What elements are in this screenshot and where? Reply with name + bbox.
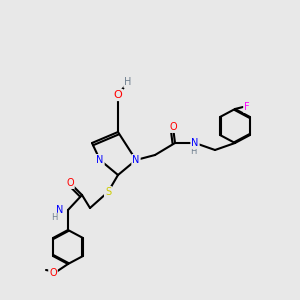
Text: N: N [56,205,64,215]
Text: N: N [132,155,140,165]
Text: F: F [244,102,250,112]
Text: O: O [49,268,57,278]
Text: O: O [66,178,74,188]
Text: N: N [191,138,199,148]
Text: H: H [124,77,132,87]
Text: S: S [105,187,111,197]
Text: O: O [169,122,177,132]
Text: N: N [96,155,104,165]
Text: H: H [51,214,57,223]
Text: O: O [114,90,122,100]
Text: H: H [190,146,196,155]
